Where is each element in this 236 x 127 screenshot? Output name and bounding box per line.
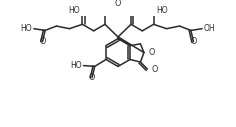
Text: O: O — [115, 0, 121, 8]
Text: OH: OH — [204, 24, 215, 33]
Text: O: O — [89, 73, 95, 82]
Text: HO: HO — [21, 24, 32, 33]
Text: HO: HO — [156, 6, 168, 15]
Text: HO: HO — [70, 61, 82, 70]
Text: O: O — [190, 37, 197, 46]
Text: O: O — [39, 37, 46, 46]
Text: HO: HO — [68, 6, 80, 15]
Text: O: O — [148, 48, 155, 57]
Text: O: O — [152, 65, 158, 74]
